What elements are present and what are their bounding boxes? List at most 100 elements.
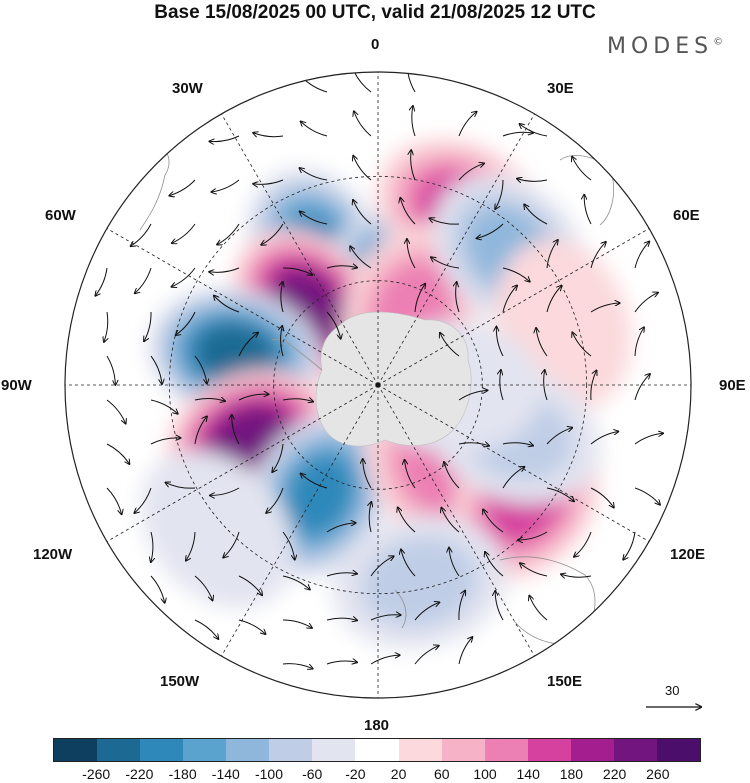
wind-arrow [261,223,284,245]
meridian-line [106,384,379,542]
wind-arrow [572,332,592,357]
wind-arrow [502,267,530,282]
wind-arrow [326,311,341,339]
wind-arrow [407,239,416,269]
brand-logo: MODES© [607,34,723,59]
wind-arrow [326,573,357,577]
wind-arrow [150,355,162,384]
wind-arrow [456,282,460,313]
wind-arrow [370,556,394,577]
wind-arrow [300,212,328,225]
meridian-line [221,384,379,657]
wind-arrow [495,179,504,209]
label-lon-120w: 120W [33,546,73,563]
wind-arrow [520,563,548,577]
wind-arrow [106,355,115,385]
colorbar [53,738,701,762]
wind-arrow [518,531,548,540]
wind-arrow [400,198,416,225]
wind-arrow [411,150,416,181]
meridian-line [377,384,650,542]
wind-arrow [458,637,472,665]
wind-arrow [209,267,240,272]
wind-arrow [223,531,240,558]
label-lon-180: 180 [364,717,390,734]
wind-arrow [217,223,240,245]
label-lon-0: 0 [371,36,380,53]
wind-arrow [406,72,416,93]
wind-arrow [212,179,240,192]
wind-arrow [430,218,460,225]
colorbar-swatch [398,739,442,761]
south-pole-marker [375,382,381,388]
colorbar-tick-label: 100 [473,766,497,782]
colorbar-tick-label: -140 [211,766,240,782]
map-title: Base 15/08/2025 00 UTC, valid 21/08/2025… [154,2,596,23]
label-lon-90w: 90W [1,377,32,394]
wind-arrow [634,487,660,505]
colorbar-swatch [613,739,657,761]
wind-arrow [449,548,460,577]
neg-75w-anomaly-contour [195,324,275,385]
wind-arrow [544,370,548,401]
meridian-line [221,113,379,386]
colorbar-swatch [140,739,184,761]
colorbar-swatch [441,739,485,761]
wind-arrow [210,487,240,495]
wind-arrow [502,467,524,489]
wind-arrow [194,575,213,600]
wind-arrow [176,311,196,335]
wind-arrow [520,124,548,137]
label-lon-30w: 30W [172,80,203,97]
wind-arrow [253,133,284,137]
wind-arrow [194,619,218,639]
wind-arrow [150,438,180,445]
colorbar-swatch [484,739,528,761]
wind-arrow [104,311,108,342]
label-lon-60e: 60E [673,207,700,224]
wind-arrow [106,443,129,464]
wind-arrow [326,266,357,268]
neg-130w-anomaly-contour [141,450,295,609]
wind-arrow [326,618,357,620]
wind-arrow [363,459,372,489]
wind-arrow [584,195,592,225]
label-lon-150e: 150E [547,673,583,690]
map-border [64,71,692,699]
wind-arrow [634,242,649,269]
wind-arrow [500,370,504,401]
wind-arrow [194,399,225,402]
wind-arrow [398,507,416,533]
wind-vectors [95,72,663,669]
label-lon-90e: 90E [719,377,746,394]
wind-arrow [458,112,477,137]
colorbar-tick-label: -180 [168,766,197,782]
label-lon-120e: 120E [670,546,706,563]
colorbar-swatch [54,739,98,761]
wind-arrow [194,355,207,384]
colorbar-tick-label: -100 [254,766,284,782]
wind-arrow [169,179,196,196]
wind-arrow [370,615,401,621]
wind-arrow [495,591,504,621]
colorbar-tick-label: 180 [559,766,584,782]
label-lon-30e: 30E [547,80,574,97]
wind-arrow [282,619,312,628]
colorbar-tick-label: -260 [82,766,111,782]
wind-arrow [440,333,460,357]
colorbar-tick-label: 140 [516,766,540,782]
wind-arrow [458,591,465,621]
wind-arrow [414,602,439,621]
colorbar-swatch [226,739,270,761]
wind-arrow [444,462,460,489]
colorbar-swatch [312,739,356,761]
wind-arrow [529,596,548,621]
wind-arrow [431,257,460,269]
wind-arrow [253,179,284,184]
antarctica-landmass [315,311,472,447]
wind-arrow [135,267,152,293]
wind-arrow [209,135,240,142]
brand-copyright: © [713,36,724,48]
wind-arrow [441,508,460,533]
